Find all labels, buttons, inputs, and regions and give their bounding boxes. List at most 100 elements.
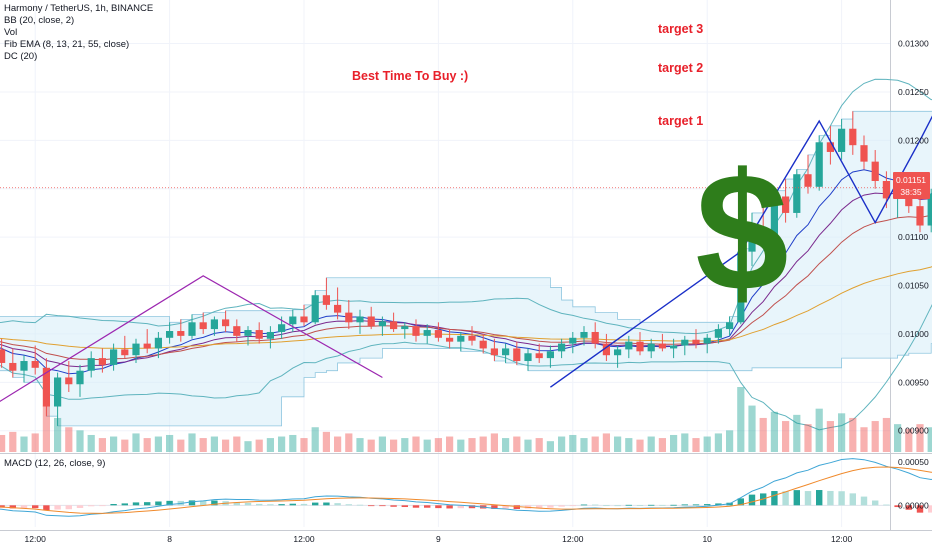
candle-body bbox=[188, 322, 196, 336]
volume-bar bbox=[838, 413, 846, 452]
candle-body bbox=[98, 358, 106, 365]
volume-bar bbox=[434, 438, 442, 452]
legend-bb[interactable]: BB (20, close, 2) bbox=[4, 15, 75, 26]
candle-body bbox=[569, 337, 577, 344]
volume-bar bbox=[20, 436, 28, 452]
macd-histogram-bar bbox=[838, 491, 845, 506]
macd-histogram-bar bbox=[737, 498, 744, 506]
macd-histogram-bar bbox=[110, 503, 117, 506]
volume-bar bbox=[894, 424, 902, 452]
candle-body bbox=[703, 337, 711, 344]
candle-body bbox=[322, 295, 330, 305]
candle-body bbox=[457, 335, 465, 342]
symbol-title[interactable]: Harmony / TetherUS, 1h, BINANCE bbox=[4, 3, 154, 14]
volume-bar bbox=[513, 436, 521, 452]
volume-bar bbox=[927, 427, 932, 452]
volume-bar bbox=[490, 433, 498, 452]
volume-bar bbox=[289, 434, 297, 452]
volume-bar bbox=[322, 431, 330, 452]
candle-body bbox=[356, 316, 364, 323]
candle-body bbox=[726, 322, 734, 330]
volume-bar bbox=[87, 434, 95, 452]
volume-bar bbox=[580, 438, 588, 452]
macd-histogram-bar bbox=[132, 502, 140, 506]
volume-bar bbox=[670, 434, 678, 452]
volume-bar bbox=[199, 438, 207, 452]
macd-histogram-bar bbox=[457, 505, 464, 509]
macd-histogram-bar bbox=[65, 505, 72, 510]
macd-histogram-bar bbox=[547, 505, 554, 508]
volume-bar bbox=[849, 417, 857, 452]
time-axis-label: 12:00 bbox=[293, 534, 315, 544]
candle-body bbox=[401, 326, 409, 330]
volume-bar bbox=[748, 405, 756, 452]
candlesticks bbox=[0, 111, 932, 426]
price-axis-label: 0.01250 bbox=[898, 87, 929, 97]
volume-bar bbox=[591, 436, 599, 452]
candle-body bbox=[524, 353, 532, 362]
macd-histogram-bar bbox=[0, 505, 5, 508]
candle-body bbox=[647, 343, 655, 352]
volume-bar bbox=[300, 438, 308, 452]
candle-body bbox=[367, 316, 375, 327]
macd-histogram-bar bbox=[592, 504, 599, 506]
candle-body bbox=[625, 341, 633, 350]
candle-body bbox=[670, 345, 678, 349]
volume-bar bbox=[266, 438, 274, 452]
price-axis-label: 0.00900 bbox=[898, 426, 929, 436]
volume-bar bbox=[9, 431, 17, 452]
time-axis-label: 9 bbox=[436, 534, 441, 544]
macd-histogram-bar bbox=[804, 491, 812, 506]
candle-body bbox=[614, 349, 622, 356]
macd-histogram-bar bbox=[144, 502, 151, 506]
macd-histogram-bar bbox=[446, 505, 453, 509]
candle-body bbox=[546, 351, 554, 359]
macd-axis-label: 0.00050 bbox=[898, 457, 929, 467]
volume-bars bbox=[0, 387, 932, 452]
candle-body bbox=[154, 337, 162, 349]
macd-histogram-bar bbox=[782, 491, 789, 506]
candle-body bbox=[20, 361, 28, 371]
bb-upper bbox=[0, 78, 932, 335]
legend-dc[interactable]: DC (20) bbox=[4, 51, 38, 62]
macd-histogram-bar bbox=[401, 505, 408, 508]
macd-histogram-bar bbox=[155, 501, 162, 506]
macd-histogram-bar bbox=[424, 505, 431, 508]
volume-bar bbox=[569, 434, 577, 452]
volume-bar bbox=[882, 417, 890, 452]
candle-body bbox=[65, 377, 73, 385]
volume-bar bbox=[916, 424, 924, 452]
volume-bar bbox=[692, 438, 700, 452]
macd-histogram-bar bbox=[692, 504, 700, 506]
volume-bar bbox=[345, 433, 353, 452]
volume-bar bbox=[457, 439, 465, 452]
volume-bar bbox=[804, 424, 812, 452]
macd-histogram-bar bbox=[200, 500, 207, 506]
volume-bar bbox=[42, 405, 50, 452]
candle-body bbox=[300, 316, 308, 323]
candle-body bbox=[132, 343, 140, 356]
macd-histogram-bar bbox=[894, 505, 901, 508]
volume-bar bbox=[378, 436, 386, 452]
candle-body bbox=[490, 348, 498, 356]
macd-axis-label: 0.00000 bbox=[898, 500, 929, 510]
volume-bar bbox=[602, 433, 610, 452]
candle-body bbox=[334, 304, 342, 313]
volume-bar bbox=[412, 436, 420, 452]
macd-histogram-bar bbox=[412, 505, 420, 508]
candle-body bbox=[121, 349, 129, 356]
volume-bar bbox=[367, 439, 375, 452]
candle-body bbox=[849, 128, 857, 146]
candle-body bbox=[345, 312, 353, 323]
bollinger-bands bbox=[0, 78, 932, 431]
candle-body bbox=[748, 227, 756, 252]
candle-body bbox=[390, 321, 398, 330]
legend-fib-ema[interactable]: Fib EMA (8, 13, 21, 55, close) bbox=[4, 39, 130, 50]
dollar-sign-icon: $ bbox=[695, 138, 788, 326]
volume-bar bbox=[110, 436, 118, 452]
legend-vol[interactable]: Vol bbox=[4, 27, 18, 38]
price-axis-label: 0.01100 bbox=[898, 232, 928, 242]
macd-histogram-bar bbox=[614, 505, 621, 507]
